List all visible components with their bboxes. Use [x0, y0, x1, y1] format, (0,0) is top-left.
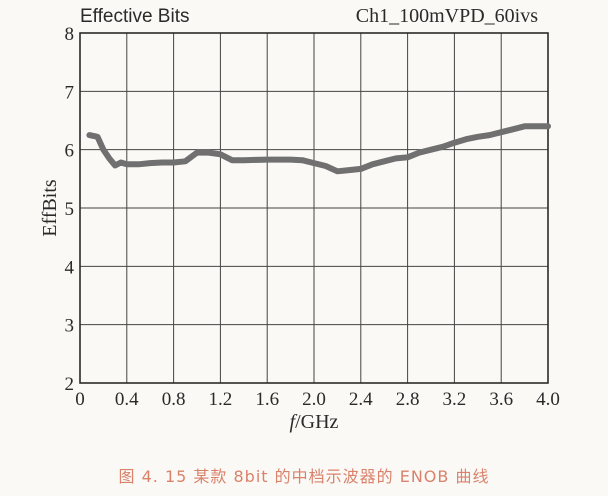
data-point	[533, 123, 539, 129]
data-point	[299, 157, 305, 163]
enob-chart: Effective Bits Ch1_100mVPD_60ivs 0 0.4 0.8…	[39, 5, 560, 433]
data-point	[100, 147, 106, 153]
data-point	[510, 126, 516, 132]
data-point	[194, 150, 200, 156]
data-point	[112, 162, 118, 168]
data-point	[334, 168, 340, 174]
x-tick-label: 0	[75, 389, 85, 410]
y-tick-label: 6	[65, 141, 75, 162]
data-point	[241, 157, 247, 163]
y-tick-label: 2	[65, 374, 75, 395]
x-tick-label: 2.8	[396, 389, 420, 410]
data-point	[522, 123, 528, 129]
x-tick-label: 3.2	[443, 389, 467, 410]
x-axis-label: f/GHz	[290, 411, 339, 433]
y-tick-label: 5	[65, 199, 75, 220]
data-point	[135, 161, 142, 167]
data-point	[346, 167, 352, 173]
x-axis-label-var: f	[290, 411, 298, 433]
data-point	[498, 129, 504, 135]
data-point	[86, 132, 92, 138]
x-tick-label: 0.4	[115, 389, 139, 410]
data-point	[393, 155, 399, 161]
data-point	[369, 161, 376, 167]
y-tick-label: 4	[65, 257, 75, 278]
y-tick-labels: 2 3 4 5 6 7 8	[65, 24, 75, 395]
data-point	[358, 166, 364, 172]
data-point	[486, 132, 493, 138]
data-point	[288, 157, 294, 163]
data-point	[147, 160, 153, 166]
data-point	[381, 158, 387, 164]
figure-caption: 图 4. 15 某款 8bit 的中档示波器的 ENOB 曲线	[118, 467, 490, 486]
x-tick-label: 0.8	[162, 389, 186, 410]
data-point	[428, 147, 434, 153]
data-point	[451, 140, 457, 146]
y-axis-label: EffBits	[39, 179, 61, 237]
data-point	[475, 134, 481, 140]
x-tick-label: 1.6	[255, 389, 279, 410]
plot-frame	[79, 32, 549, 384]
y-tick-label: 7	[65, 82, 75, 103]
series-line-0	[86, 123, 551, 175]
data-point	[229, 157, 235, 163]
data-point	[440, 144, 446, 150]
data-point	[416, 150, 422, 156]
data-point	[124, 161, 130, 167]
y-tick-label: 3	[65, 316, 75, 337]
data-point	[323, 163, 329, 169]
data-point	[206, 150, 212, 156]
data-point	[118, 159, 124, 166]
x-tick-label: 4.0	[536, 389, 560, 410]
chart-title-right: Ch1_100mVPD_60ivs	[356, 5, 538, 27]
x-axis-label-unit: /GHz	[295, 411, 338, 433]
grid-lines	[79, 32, 549, 384]
data-point	[159, 159, 165, 166]
data-point	[264, 157, 270, 163]
x-tick-label: 2.4	[349, 389, 373, 410]
x-tick-label: 1.2	[209, 389, 233, 410]
data-point	[171, 159, 177, 166]
x-tick-labels: 0 0.4 0.8 1.2 1.6 2.0 2.4 2.8 3.2 3.6 4.0	[75, 389, 560, 410]
x-tick-label: 2.0	[302, 389, 326, 410]
data-point	[463, 136, 469, 142]
data-point	[217, 151, 223, 157]
chart-title-left: Effective Bits	[80, 6, 189, 27]
data-point	[405, 154, 411, 160]
data-point	[106, 155, 112, 161]
data-point	[94, 134, 101, 140]
data-point	[311, 160, 317, 166]
data-point	[545, 123, 551, 129]
y-tick-label: 8	[65, 24, 75, 45]
data-point	[182, 158, 188, 164]
x-tick-label: 3.6	[489, 389, 513, 410]
series-layer	[86, 123, 551, 175]
